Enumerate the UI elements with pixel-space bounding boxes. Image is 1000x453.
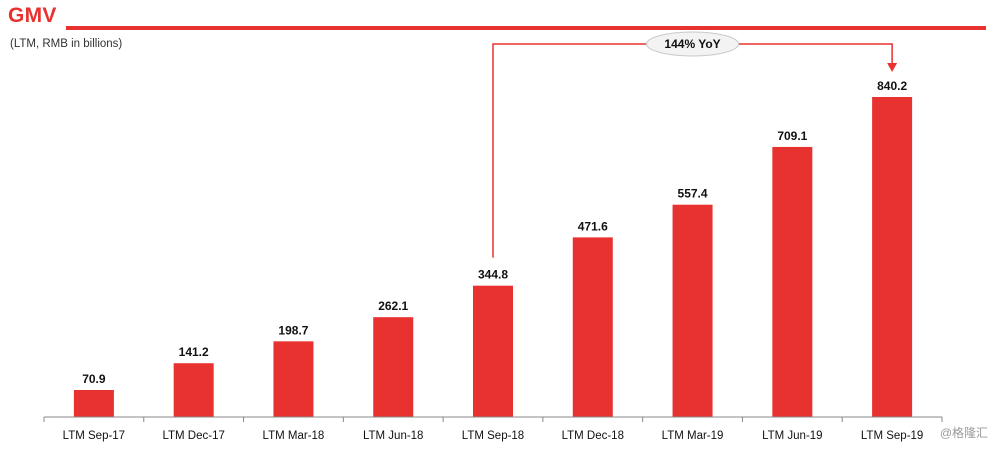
bar	[473, 285, 513, 417]
bar-value-label: 471.6	[578, 219, 608, 233]
x-tick-label: LTM Sep-18	[462, 430, 524, 442]
bar-value-label: 709.1	[777, 129, 807, 143]
x-tick-label: LTM Dec-17	[162, 430, 224, 442]
watermark: @格隆汇	[939, 426, 988, 440]
bar-value-label: 198.7	[278, 323, 308, 337]
title-divider	[66, 26, 986, 30]
bar	[772, 146, 813, 417]
bar-value-label: 262.1	[378, 299, 408, 313]
x-tick-label: LTM Mar-18	[263, 430, 325, 442]
bars-group	[73, 97, 913, 417]
x-tick-labels-group: LTM Sep-17 LTM Dec-17 LTM Mar-18 LTM Jun-18…	[63, 430, 924, 442]
yoy-badge	[646, 31, 740, 57]
bar	[73, 389, 114, 417]
x-ticks-group	[43, 417, 943, 422]
bar	[572, 237, 613, 417]
x-tick-label: LTM Sep-17	[63, 430, 125, 442]
chart-title: GMV	[8, 4, 57, 27]
yoy-arrow-icon	[887, 63, 898, 72]
bar	[273, 341, 314, 417]
yoy-label: 144% YoY	[664, 37, 720, 51]
x-tick-label: LTM Jun-19	[762, 430, 823, 442]
x-tick-label: LTM Jun-18	[363, 430, 424, 442]
value-labels-group: 70.9 141.2 198.7 262.1 344.8 471.6 557.4 709.1 8…	[82, 79, 907, 386]
bar-value-label: 141.2	[179, 345, 209, 359]
chart-subtitle: (LTM, RMB in billions)	[10, 38, 123, 50]
x-tick-label: LTM Dec-18	[562, 430, 624, 442]
bar	[173, 363, 214, 417]
bar-value-label: 557.4	[678, 187, 708, 201]
bar	[373, 317, 414, 417]
bar	[672, 204, 713, 417]
x-tick-label: LTM Sep-19	[861, 430, 923, 442]
bar	[872, 97, 913, 417]
x-tick-label: LTM Mar-19	[662, 430, 724, 442]
bar-value-label: 344.8	[478, 268, 508, 282]
yoy-annotation: 144% YoY	[492, 31, 898, 258]
bar-value-label: 70.9	[82, 372, 106, 386]
bar-value-label: 840.2	[877, 79, 907, 93]
